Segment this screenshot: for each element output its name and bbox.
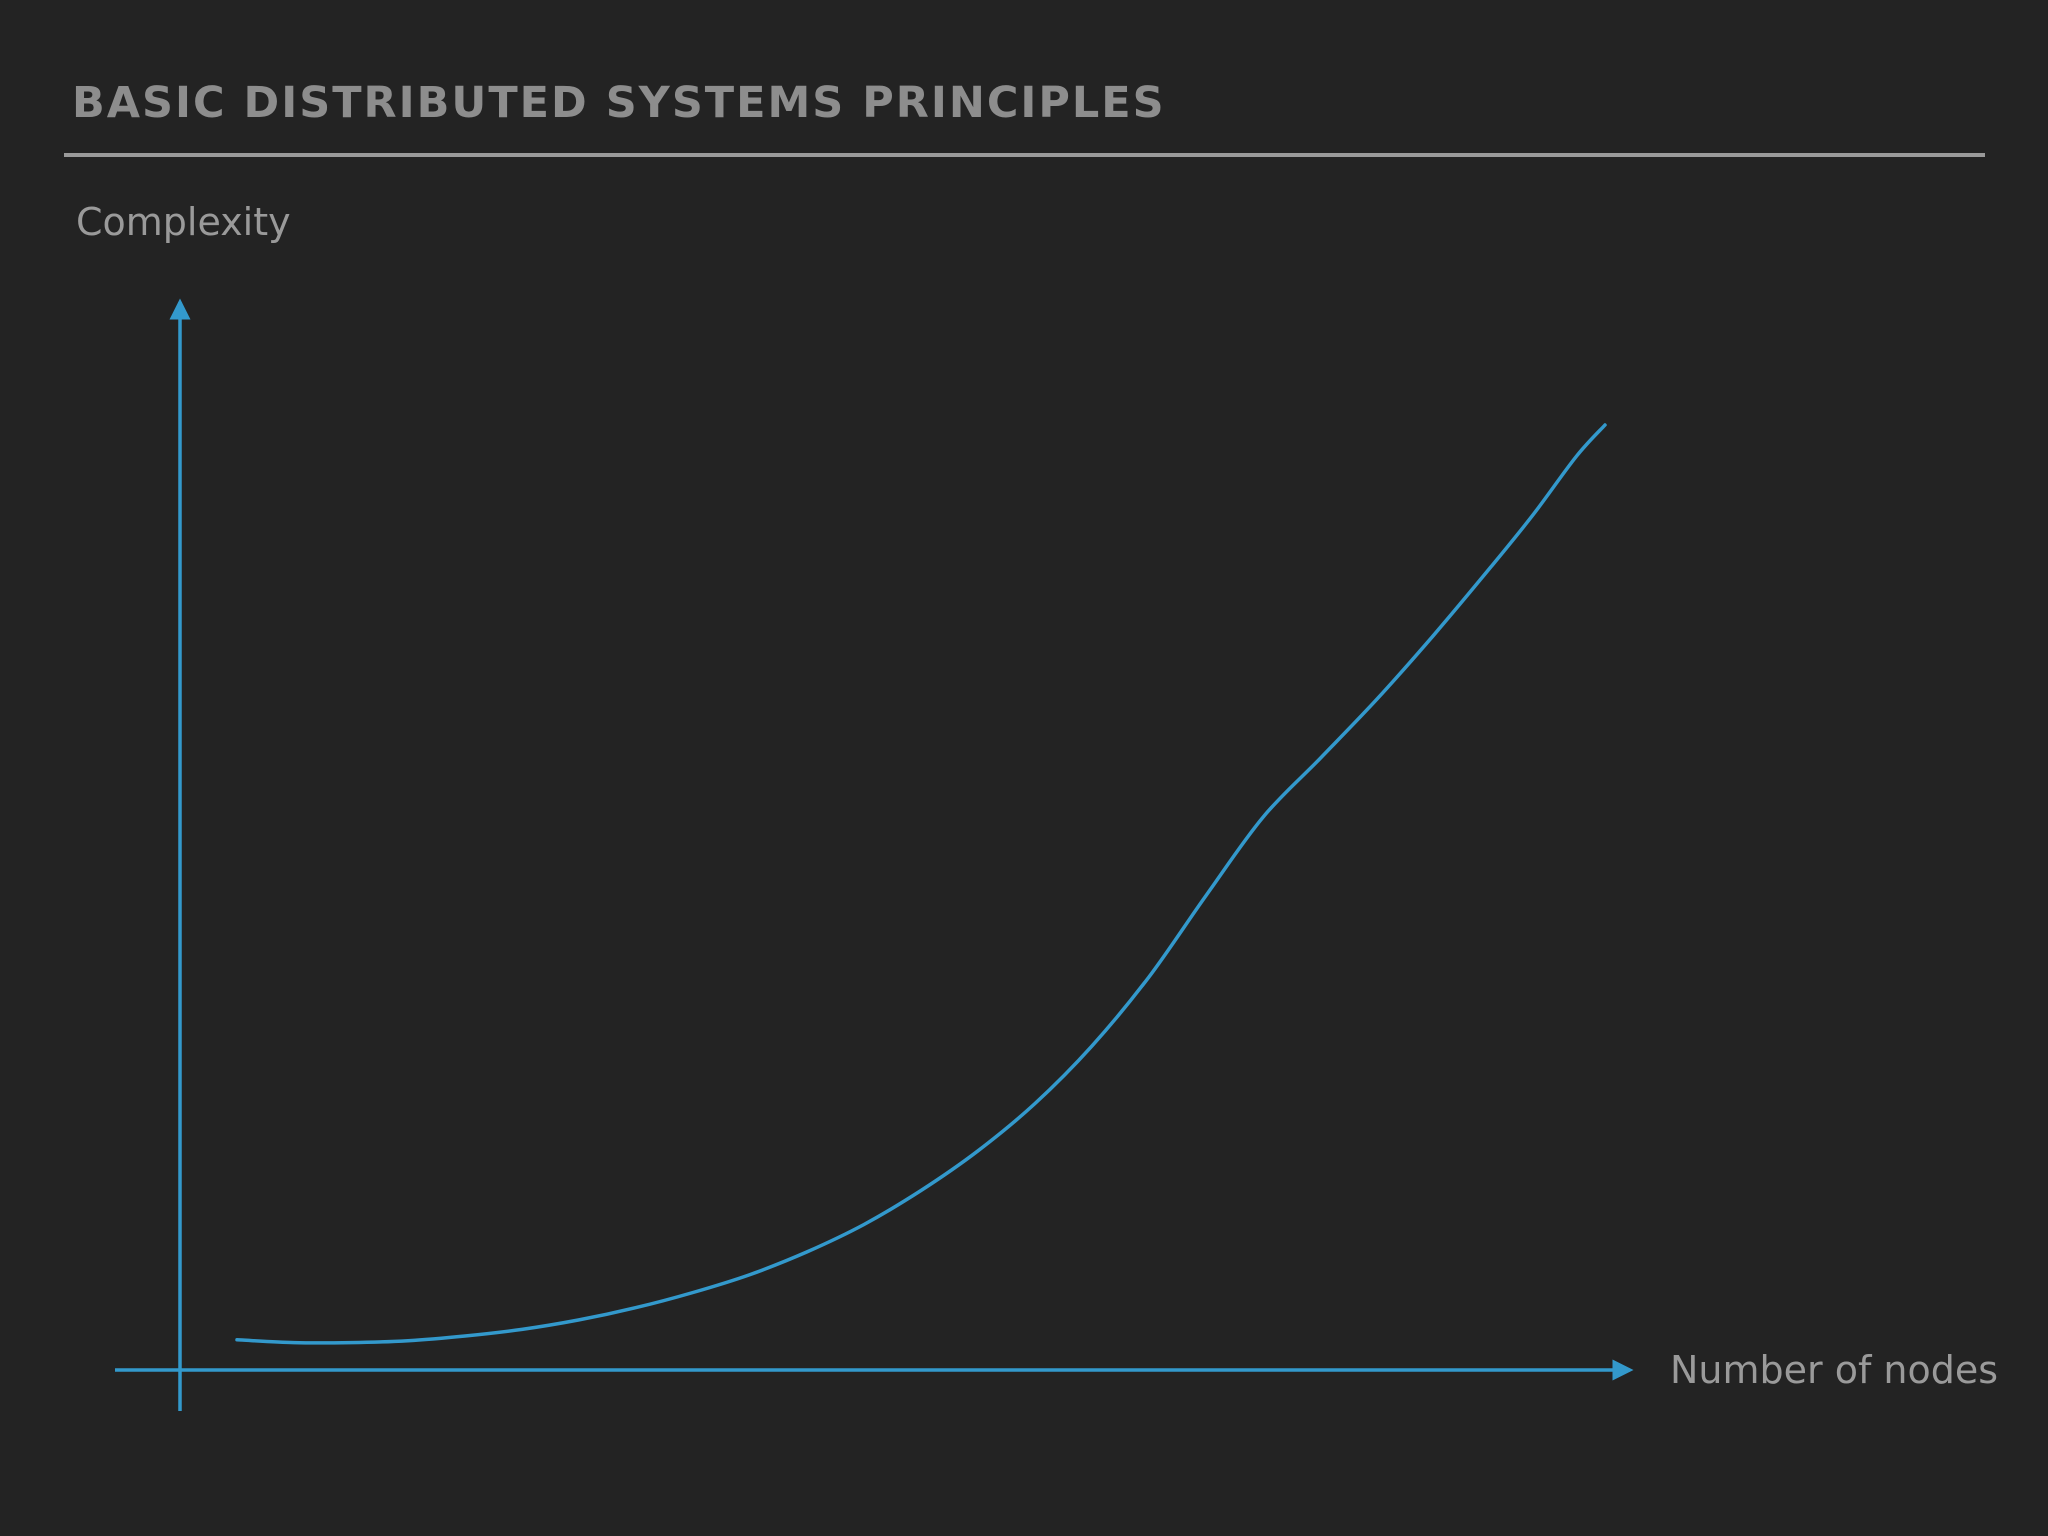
y-axis-label: Complexity [76, 200, 291, 244]
complexity-curve [235, 423, 1607, 1345]
x-axis-label: Number of nodes [1670, 1348, 1998, 1392]
slide-title: BASIC DISTRIBUTED SYSTEMS PRINCIPLES [72, 78, 1166, 128]
title-divider [64, 153, 1985, 157]
